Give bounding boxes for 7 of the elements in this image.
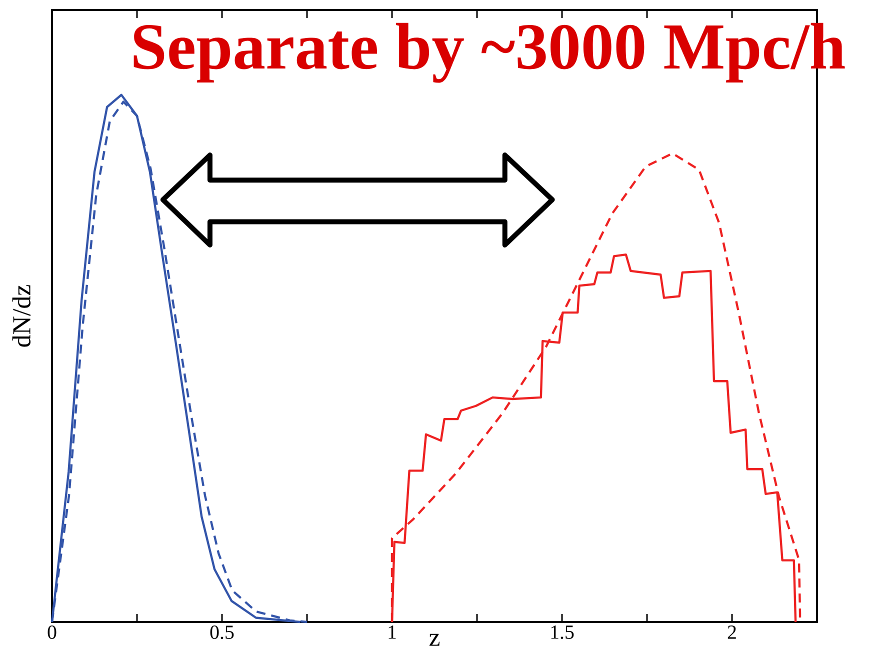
y-axis-title: dN/dz xyxy=(12,285,31,347)
x-axis-title: z xyxy=(429,634,440,646)
x-tick-label: 1 xyxy=(388,626,396,639)
x-tick-label: 0 xyxy=(48,626,56,639)
x-tick-label: 2 xyxy=(728,626,736,639)
x-tick-label: 1.5 xyxy=(551,626,574,639)
x-tick-label: 0.5 xyxy=(210,626,234,640)
